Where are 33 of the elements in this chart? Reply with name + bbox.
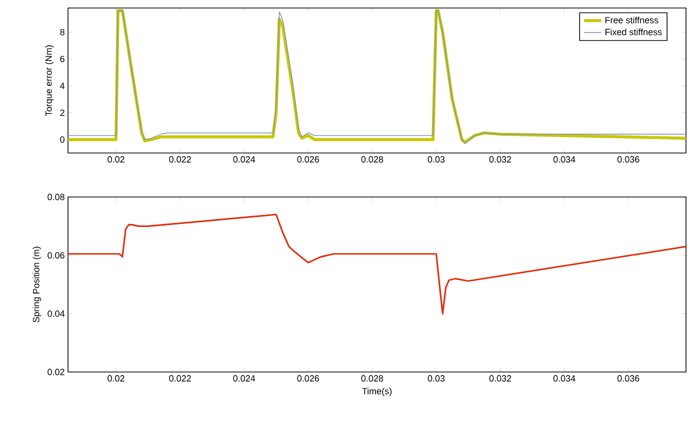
y-tick-label: 0.04 [48, 310, 65, 317]
y-tick-label: 0.06 [48, 252, 64, 259]
x-tick-label: 0.02 [108, 375, 124, 382]
y-tick-label: 0 [60, 136, 64, 143]
x-tick-label: 0.02 [108, 156, 124, 163]
x-tick-label: 0.03 [428, 156, 445, 163]
y-tick-label: 4 [60, 82, 65, 89]
y-tick-label: 8 [60, 28, 64, 36]
x-tick-label: 0.022 [169, 156, 191, 163]
x-tick-label: 0.034 [553, 375, 576, 382]
x-tick-label: 0.026 [297, 156, 320, 163]
legend-label: Fixed stiffness [605, 28, 662, 36]
x-tick-label: 0.028 [361, 156, 384, 163]
x-tick-label: 0.036 [617, 156, 640, 163]
x-tick-label: 0.022 [169, 375, 191, 382]
x-axis-title: Time(s) [362, 388, 392, 396]
y-tick-label: 0.08 [48, 194, 64, 200]
y-tick-label: 6 [60, 56, 64, 62]
x-tick-label: 0.03 [428, 375, 445, 382]
x-tick-label: 0.032 [489, 375, 512, 382]
y-tick-label: 0.02 [48, 368, 64, 376]
x-tick-label: 0.028 [361, 375, 384, 382]
y-axis-title: Torque error (Nm) [45, 45, 54, 116]
x-tick-label: 0.036 [617, 375, 640, 382]
x-tick-label: 0.024 [233, 375, 256, 382]
line-series [68, 214, 686, 314]
x-tick-label: 0.024 [233, 156, 256, 163]
x-tick-label: 0.026 [297, 375, 320, 382]
x-tick-label: 0.032 [489, 156, 512, 163]
y-tick-label: 2 [60, 110, 64, 116]
x-tick-label: 0.034 [553, 156, 576, 163]
y-axis-title: Spring Position (m) [32, 246, 42, 322]
legend-label: Free stiffness [605, 16, 658, 24]
